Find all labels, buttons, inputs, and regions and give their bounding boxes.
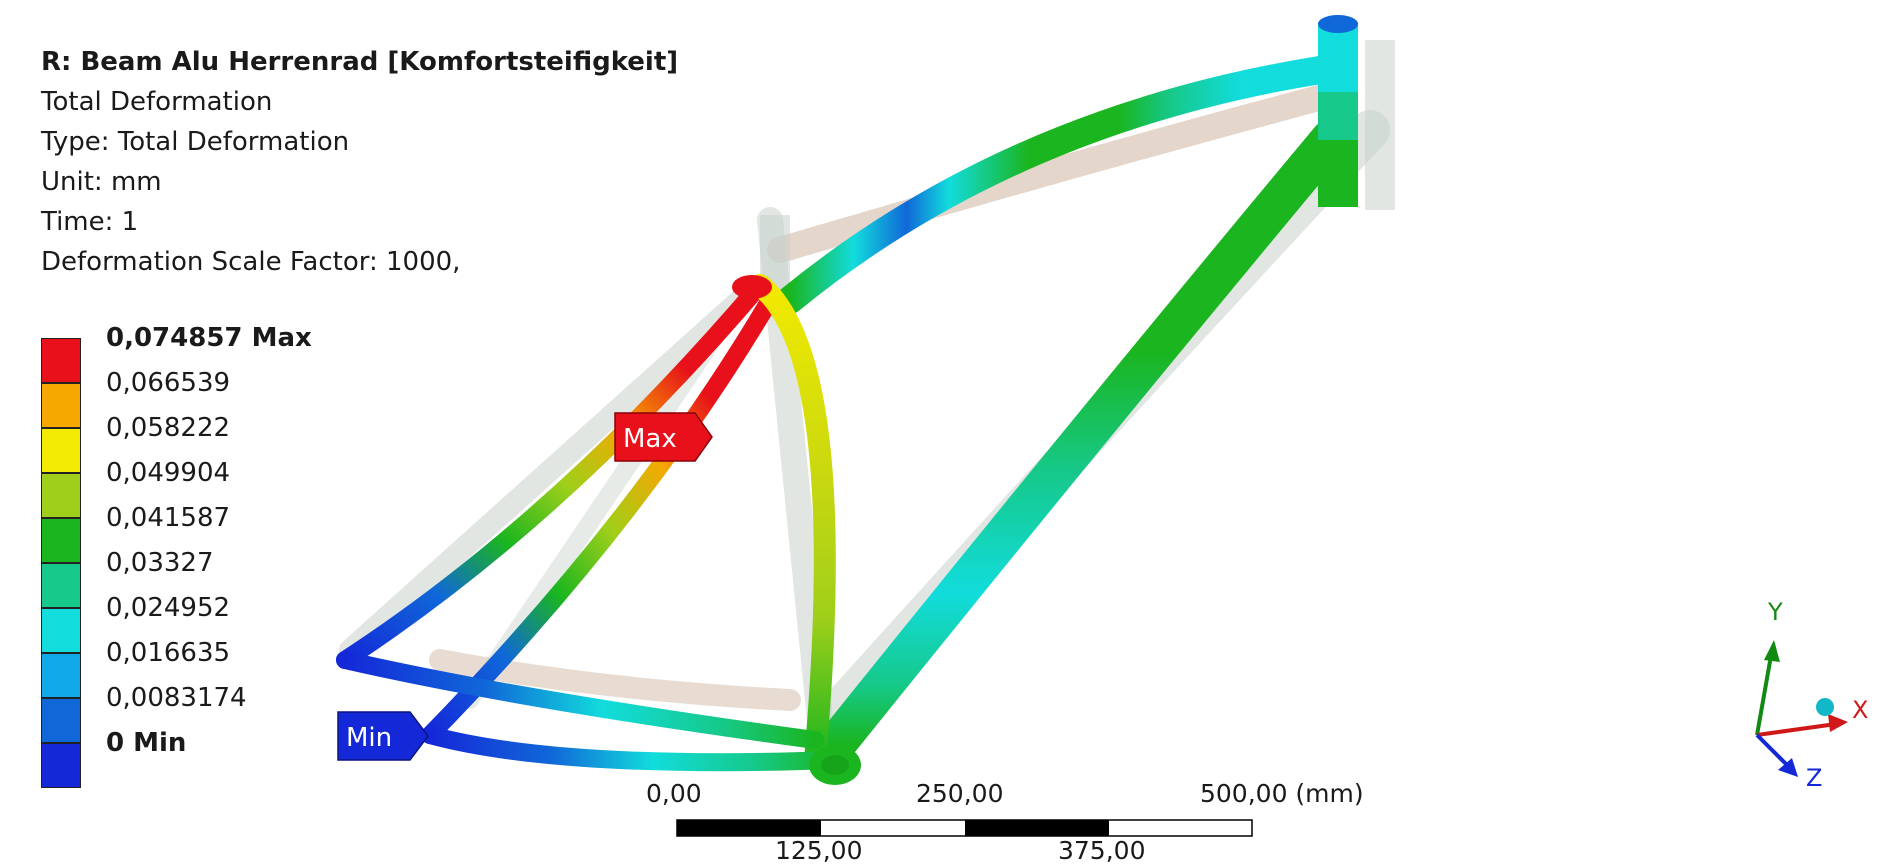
legend-swatch bbox=[41, 653, 81, 698]
legend-swatch bbox=[41, 428, 81, 473]
legend-label: 0,066539 bbox=[106, 368, 231, 398]
scale-bar bbox=[676, 819, 1253, 837]
z-axis-label: Z bbox=[1806, 764, 1823, 792]
down-tube bbox=[815, 120, 1350, 765]
y-axis-label: Y bbox=[1768, 598, 1783, 626]
seat-tube bbox=[749, 274, 836, 771]
chain-stay-upper bbox=[336, 651, 824, 749]
legend-swatch bbox=[41, 473, 81, 518]
legend-swatch bbox=[41, 698, 81, 743]
min-marker-label: Min bbox=[346, 723, 392, 753]
head-tube bbox=[1318, 15, 1358, 207]
legend-label: 0,041587 bbox=[106, 503, 231, 533]
z-axis-arrow bbox=[1778, 758, 1798, 777]
x-axis-line bbox=[1756, 722, 1837, 737]
seat-stay-outer bbox=[336, 276, 769, 669]
legend-label: 0 Min bbox=[106, 728, 187, 758]
result-line-4: Time: 1 bbox=[41, 207, 139, 237]
axis-triad[interactable] bbox=[1755, 640, 1848, 777]
legend-swatch bbox=[41, 608, 81, 653]
undeformed-ghost bbox=[339, 40, 1395, 740]
x-axis-arrow bbox=[1828, 714, 1848, 732]
legend-swatch bbox=[41, 743, 81, 788]
chain-stay-lower bbox=[421, 726, 844, 772]
top-tube bbox=[776, 56, 1334, 314]
max-marker[interactable]: Max bbox=[614, 412, 713, 462]
min-marker[interactable]: Min bbox=[337, 711, 429, 761]
result-line-1: Total Deformation bbox=[41, 87, 273, 117]
legend-swatch bbox=[41, 518, 81, 563]
deformed-frame bbox=[336, 56, 1350, 772]
y-axis-line bbox=[1755, 649, 1774, 736]
legend-label: 0,0083174 bbox=[106, 683, 247, 713]
result-header: R: Beam Alu Herrenrad [Komfortsteifigkei… bbox=[41, 42, 678, 282]
legend-swatch bbox=[41, 383, 81, 428]
max-marker-label: Max bbox=[623, 424, 677, 454]
legend-label: 0,03327 bbox=[106, 548, 214, 578]
legend-label: 0,074857 Max bbox=[106, 323, 312, 353]
result-title: R: Beam Alu Herrenrad [Komfortsteifigkei… bbox=[41, 47, 679, 77]
result-line-3: Unit: mm bbox=[41, 167, 162, 197]
result-line-5: Deformation Scale Factor: 1000, bbox=[41, 247, 461, 277]
legend-label: 0,024952 bbox=[106, 593, 231, 623]
seat-stay-inner bbox=[421, 291, 779, 744]
y-axis-arrow bbox=[1764, 640, 1780, 662]
bottom-bracket bbox=[809, 745, 861, 785]
legend-label: 0,058222 bbox=[106, 413, 231, 443]
result-line-2: Type: Total Deformation bbox=[41, 127, 350, 157]
triad-origin-ball bbox=[1816, 698, 1834, 716]
legend-label: 0,049904 bbox=[106, 458, 231, 488]
x-axis-label: X bbox=[1852, 696, 1869, 724]
legend-label: 0,016635 bbox=[106, 638, 231, 668]
legend-swatch bbox=[41, 338, 81, 383]
seat-collar bbox=[732, 275, 772, 299]
z-axis-line bbox=[1755, 733, 1792, 770]
legend-swatch bbox=[41, 563, 81, 608]
